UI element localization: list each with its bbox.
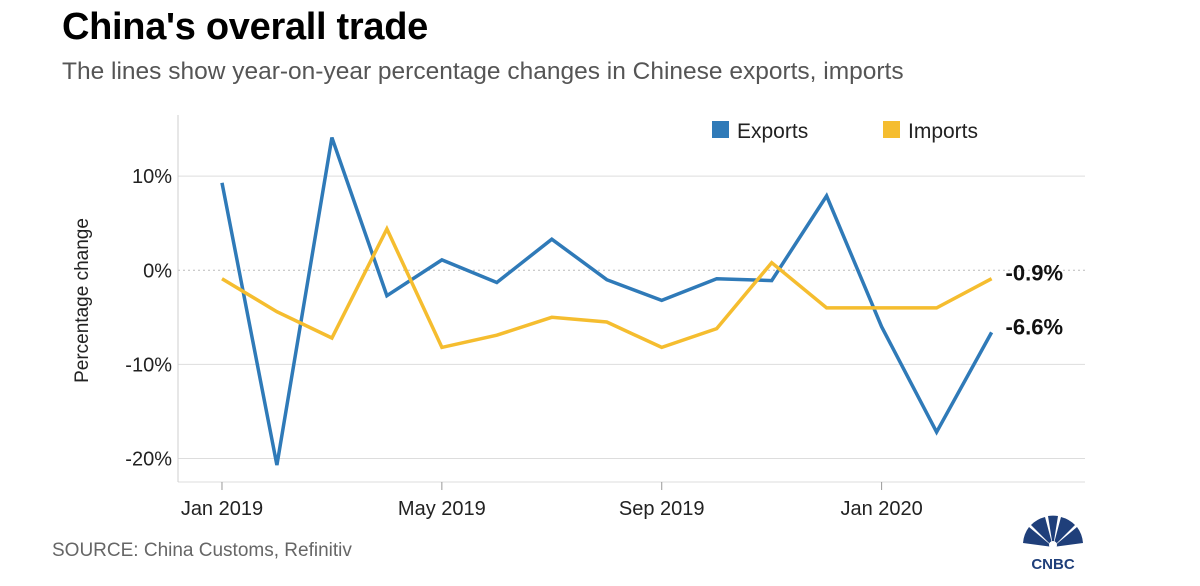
imports-line [221,224,993,350]
y-tick-label: 0% [143,260,172,282]
grid-lines [177,115,1085,483]
y-tick-label: -20% [125,448,172,470]
exports-legend-label: Exports [737,120,808,143]
y-tick-label: 10% [132,166,172,188]
exports-legend-swatch [712,121,729,138]
logo-text: CNBC [1031,556,1074,571]
y-tick-label: -10% [125,354,172,376]
y-axis-title: Percentage change [72,218,93,383]
series-lines [220,137,994,466]
imports-legend-swatch [883,121,900,138]
exports-line [220,137,994,466]
chart-title: China's overall trade [62,6,428,48]
x-tick-label: Jan 2019 [181,498,263,520]
imports-legend-label: Imports [908,120,978,143]
end-label-imports: -0.9% [1006,261,1063,286]
source-note: SOURCE: China Customs, Refinitiv [52,540,352,561]
chart-subtitle: The lines show year-on-year percentage c… [62,58,904,85]
x-tick-label: Sep 2019 [619,498,705,520]
end-labels: -0.9% -6.6% [1006,261,1063,340]
cnbc-peacock-logo: CNBC [1023,515,1083,571]
x-tick-label: May 2019 [398,498,486,520]
x-tick-label: Jan 2020 [840,498,922,520]
axes: 10% 0% -10% -20% Jan 2019 May 2019 Sep 2019 Jan… [72,166,923,520]
end-label-exports: -6.6% [1006,314,1063,339]
legend: Exports Imports [712,120,978,143]
